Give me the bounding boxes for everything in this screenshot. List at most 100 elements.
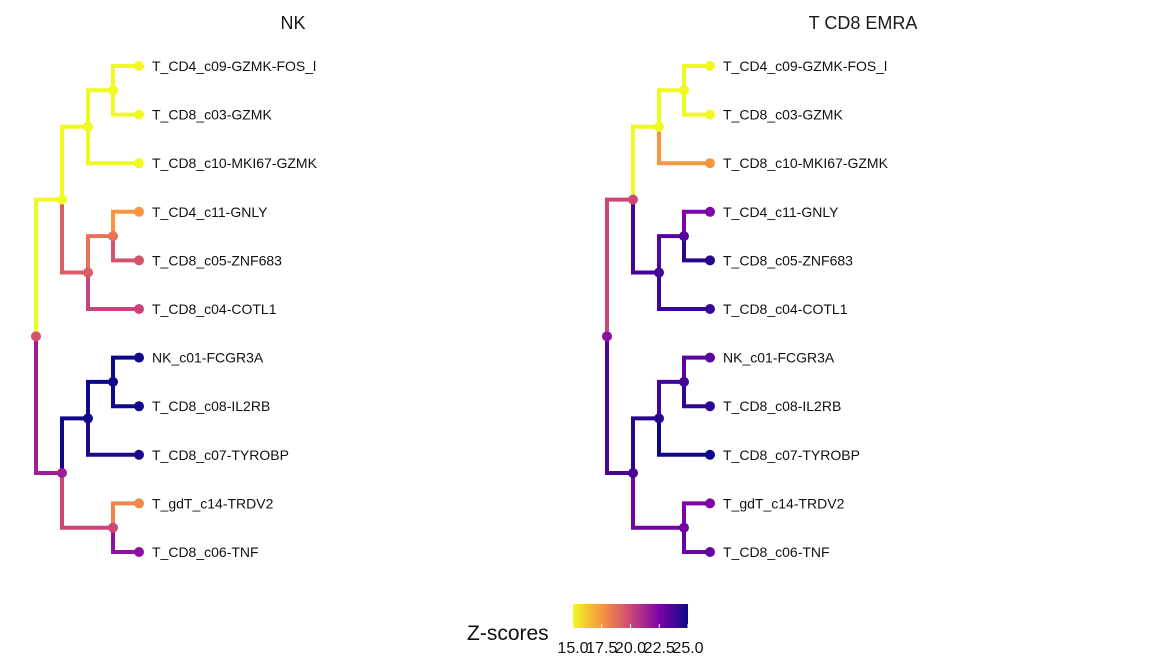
- branch-edge: [111, 381, 139, 409]
- leaf-node-marker: [134, 109, 144, 120]
- leaf-node-marker: [134, 304, 144, 314]
- leaf-label: T_CD8_c06-TNF: [723, 544, 830, 560]
- nodes: [31, 61, 144, 557]
- legend: Z-scores 15.017.520.022.525.0: [467, 604, 704, 657]
- leaf-node-marker: [134, 401, 144, 412]
- branch-edge: [682, 209, 710, 237]
- leaf-node-marker: [134, 449, 144, 460]
- leaf-node-marker: [705, 352, 715, 363]
- leaf-label: T_CD8_c10-MKI67-GZMK: [723, 155, 889, 171]
- leaf-node-marker: [705, 304, 715, 314]
- branch-edge: [682, 90, 710, 117]
- internal-node-marker: [628, 194, 638, 205]
- internal-node-marker: [654, 121, 664, 132]
- leaf-label: T_CD4_c09-GZMK-FOS_l: [152, 58, 316, 74]
- leaf-node-marker: [705, 401, 715, 412]
- leaf-label: T_CD8_c07-TYROBP: [723, 447, 860, 463]
- leaf-label: T_CD4_c09-GZMK-FOS_l: [723, 58, 887, 74]
- panel-title: NK: [280, 13, 305, 33]
- branch-edge: [111, 355, 139, 382]
- legend-tick-label: 17.5: [586, 640, 617, 657]
- leaf-label: T_CD8_c06-TNF: [152, 544, 259, 560]
- leaf-node-marker: [134, 498, 144, 509]
- legend-title: Z-scores: [467, 622, 549, 645]
- leaf-labels: T_CD4_c09-GZMK-FOS_l T_CD8_c03-GZMK T_CD8_…: [723, 58, 889, 560]
- branch-edge: [111, 501, 139, 528]
- branch-edge: [111, 236, 139, 263]
- internal-node-marker: [83, 267, 93, 278]
- leaf-node-marker: [134, 352, 144, 363]
- internal-node-marker: [108, 522, 118, 533]
- edges: [605, 64, 710, 554]
- panel-nk: NK T_CD4_c09-GZMK-FOS_lT_CD8_c03-GZMKT_C…: [31, 13, 318, 560]
- internal-node-marker: [57, 468, 67, 479]
- internal-node-marker: [628, 468, 638, 479]
- internal-node-marker: [679, 522, 689, 533]
- branch-edge: [86, 126, 139, 166]
- branch-edge: [605, 336, 633, 476]
- branch-edge: [657, 88, 684, 127]
- branch-edge: [86, 272, 139, 311]
- leaf-node-marker: [134, 158, 144, 169]
- legend-tick-label: 22.5: [644, 640, 675, 657]
- leaf-node-marker: [705, 547, 715, 557]
- leaf-labels: T_CD4_c09-GZMK-FOS_l T_CD8_c03-GZMK T_CD8_…: [152, 58, 318, 560]
- branch-edge: [86, 418, 139, 457]
- leaf-label: T_CD8_c03-GZMK: [723, 107, 843, 123]
- leaf-node-marker: [705, 158, 715, 169]
- internal-node-marker: [108, 231, 118, 242]
- branch-edge: [605, 197, 633, 337]
- branch-edge: [60, 124, 88, 200]
- branch-edge: [631, 416, 659, 474]
- leaf-label: T_gdT_c14-TRDV2: [723, 495, 845, 511]
- internal-node-marker: [679, 376, 689, 387]
- branch-edge: [657, 379, 684, 419]
- leaf-label: T_CD4_c11-GNLY: [723, 204, 839, 220]
- internal-node-marker: [31, 331, 41, 342]
- panel-t-cd8-emra: T CD8 EMRA T_CD4_c09-GZMK-FOS_l T_CD8_c03…: [602, 13, 917, 560]
- branch-edge: [631, 124, 659, 200]
- branch-edge: [111, 209, 139, 237]
- nodes: [602, 61, 715, 557]
- internal-node-marker: [83, 121, 93, 132]
- leaf-label: T_gdT_c14-TRDV2: [152, 495, 274, 511]
- internal-node-marker: [654, 413, 664, 424]
- branch-edge: [60, 199, 88, 275]
- leaf-label: T_CD8_c05-ZNF683: [723, 252, 853, 268]
- branch-edge: [682, 501, 710, 528]
- branch-edge: [111, 90, 139, 117]
- leaf-label: T_CD8_c04-COTL1: [723, 301, 848, 317]
- leaf-node-marker: [705, 255, 715, 266]
- leaf-label: NK_c01-FCGR3A: [152, 350, 264, 366]
- branch-edge: [86, 234, 113, 273]
- branch-edge: [682, 381, 710, 409]
- leaf-label: T_CD8_c08-IL2RB: [723, 398, 841, 414]
- leaf-node-marker: [705, 61, 715, 71]
- leaf-node-marker: [134, 61, 144, 71]
- leaf-node-marker: [134, 255, 144, 266]
- internal-node-marker: [83, 413, 93, 424]
- branch-edge: [60, 416, 88, 474]
- branch-edge: [682, 236, 710, 263]
- internal-node-marker: [679, 85, 689, 96]
- panel-title: T CD8 EMRA: [809, 13, 918, 33]
- legend-tick-label: 15.0: [557, 640, 588, 657]
- leaf-node-marker: [705, 109, 715, 120]
- leaf-label: T_CD8_c05-ZNF683: [152, 252, 282, 268]
- internal-node-marker: [108, 85, 118, 96]
- branch-edge: [682, 355, 710, 382]
- leaf-label: T_CD8_c08-IL2RB: [152, 398, 270, 414]
- leaf-label: T_CD4_c11-GNLY: [152, 204, 268, 220]
- edges: [34, 64, 139, 554]
- branch-edge: [657, 418, 710, 457]
- leaf-label: T_CD8_c10-MKI67-GZMK: [152, 155, 318, 171]
- leaf-label: T_CD8_c07-TYROBP: [152, 447, 289, 463]
- leaf-node-marker: [705, 498, 715, 509]
- branch-edge: [682, 64, 710, 91]
- branch-edge: [86, 379, 113, 419]
- branch-edge: [631, 199, 659, 275]
- internal-node-marker: [57, 194, 67, 205]
- branch-edge: [682, 527, 710, 554]
- branch-edge: [657, 234, 684, 273]
